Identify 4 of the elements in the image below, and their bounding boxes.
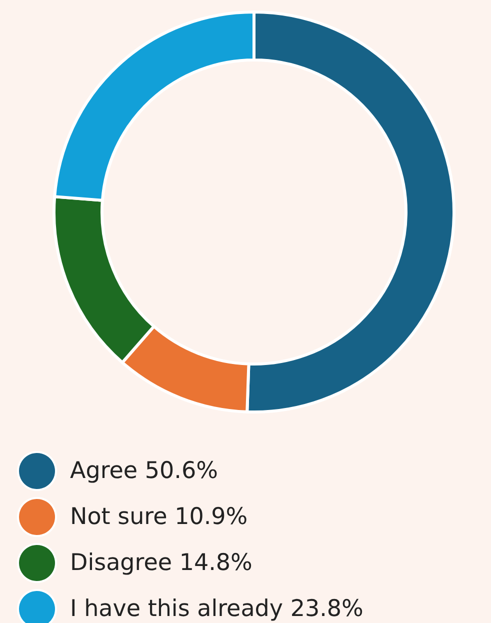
legend-label: Disagree 14.8% xyxy=(70,550,252,576)
legend-label: Agree 50.6% xyxy=(70,458,218,484)
legend-label: I have this already 23.8% xyxy=(70,596,364,622)
legend-label: Not sure 10.9% xyxy=(70,504,248,530)
